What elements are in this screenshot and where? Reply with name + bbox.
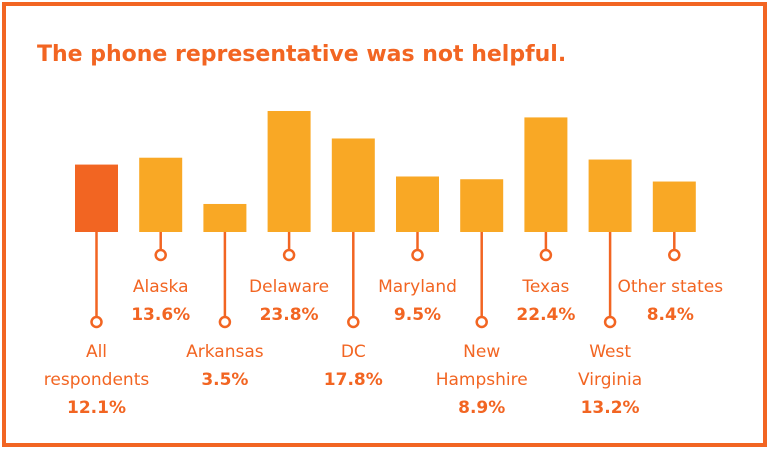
category-label: Delaware: [249, 277, 329, 297]
value-label: 3.5%: [201, 370, 248, 390]
value-label: 8.9%: [458, 398, 505, 418]
leader-dot: [282, 248, 296, 262]
bar: [396, 176, 439, 232]
category-label: Alaska: [133, 277, 189, 297]
category-label: All: [86, 342, 107, 362]
leader-dot: [347, 315, 360, 329]
value-label: 13.6%: [131, 305, 190, 325]
bar: [203, 203, 247, 232]
category-label: Arkansas: [186, 342, 264, 362]
bar: [460, 179, 504, 232]
bar: [652, 181, 696, 232]
category-label: Virginia: [578, 370, 642, 390]
category-label: respondents: [44, 370, 150, 390]
category-label: DC: [341, 342, 366, 362]
value-label: 22.4%: [516, 305, 575, 325]
value-label: 9.5%: [394, 305, 441, 325]
bar: [75, 164, 118, 232]
value-label: 13.2%: [581, 398, 640, 418]
leader-dot: [154, 248, 167, 262]
category-label: Other states: [617, 277, 723, 297]
leader-dot: [475, 315, 488, 329]
leader-dot: [668, 248, 681, 262]
category-label: Maryland: [378, 277, 457, 297]
bar: [331, 138, 375, 232]
leader-dot: [603, 315, 617, 329]
value-label: 17.8%: [324, 370, 383, 390]
leader-dot: [411, 248, 424, 262]
leader-dot: [218, 315, 232, 329]
leader-dot: [539, 248, 553, 262]
value-label: 12.1%: [67, 398, 126, 418]
bar: [524, 117, 568, 232]
category-label: Texas: [521, 277, 569, 297]
value-label: 23.8%: [260, 305, 319, 325]
bar: [267, 110, 311, 232]
bar: [588, 159, 632, 232]
chart-title: The phone representative was not helpful…: [37, 42, 566, 67]
category-label: West: [589, 342, 631, 362]
category-label: New: [463, 342, 500, 362]
value-label: 8.4%: [647, 305, 694, 325]
leader-dot: [90, 315, 103, 329]
category-label: Hampshire: [436, 370, 528, 390]
bar: [139, 157, 183, 232]
